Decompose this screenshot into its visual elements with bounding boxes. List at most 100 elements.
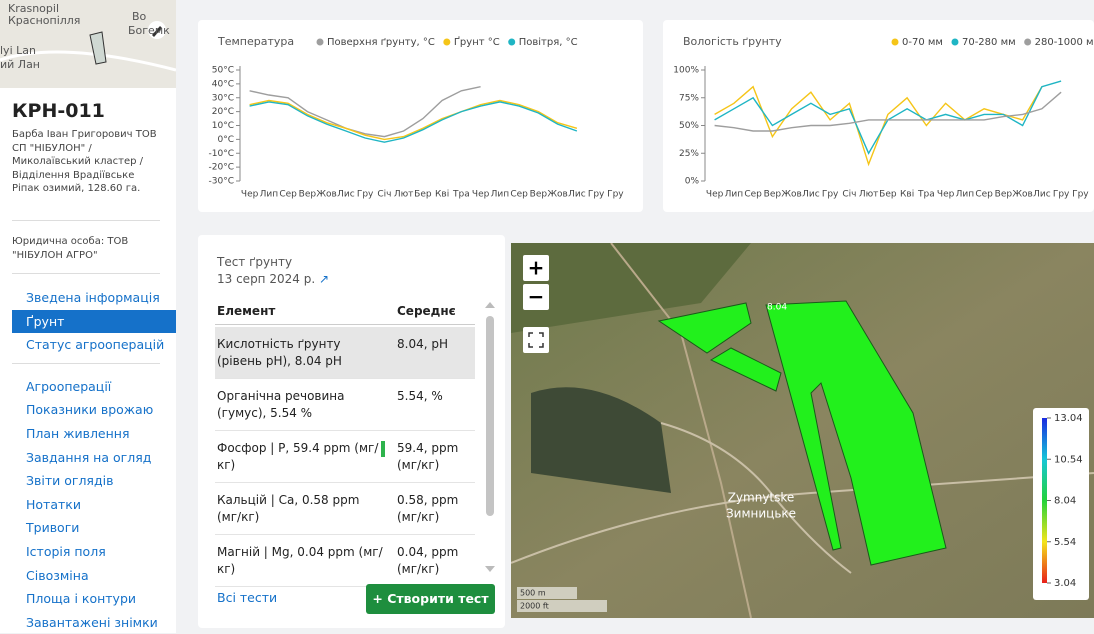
table-row: Магній | Mg, 0.04 ppm (мг/кг) 0.04, ppm (…	[215, 535, 475, 587]
x-tick-label: Вер	[299, 190, 317, 200]
value-cell: 8.04, pH	[397, 336, 473, 353]
zoom-in-label: +	[528, 256, 545, 280]
table-header: Середнє	[397, 304, 456, 318]
legend-tick-label: 10.54	[1054, 454, 1083, 465]
soil-test-date: 13 серп 2024 р. ↗	[217, 272, 329, 286]
x-tick-label: Гру	[1072, 190, 1089, 200]
nav-item[interactable]: Статус агрооперацій	[12, 333, 176, 356]
x-tick-label: Лип	[725, 190, 744, 200]
x-tick-label: Чер	[241, 190, 259, 200]
y-tick-label: 25%	[679, 149, 699, 159]
fullscreen[interactable]	[523, 327, 549, 353]
legend-tick-label: 3.04	[1054, 578, 1076, 589]
x-tick-label: Сер	[975, 190, 993, 200]
element-cell: Магній | Mg, 0.04 ppm (мг/кг)	[217, 544, 387, 578]
create-test-button[interactable]: + Створити тест	[366, 584, 495, 614]
legend-marker	[508, 39, 515, 46]
x-tick-label: Жов	[547, 190, 568, 200]
y-tick-label: 40°C	[212, 79, 234, 89]
x-tick-label: Тра	[917, 190, 935, 200]
legend-gradient	[1042, 418, 1047, 583]
nav-item[interactable]: План живлення	[12, 422, 176, 445]
x-tick-label: Лис	[337, 190, 355, 200]
series-line	[715, 81, 1062, 153]
y-tick-label: -30°C	[209, 177, 234, 187]
scale-label: 2000 ft	[520, 602, 549, 611]
element-cell: Фосфор | P, 59.4 ppm (мг/кг)	[217, 440, 387, 474]
element-cell: Кислотність ґрунту (рівень pH), 8.04 pH	[217, 336, 387, 370]
y-tick-label: 0°C	[217, 135, 234, 145]
map: + − 8.04 Zymnytske Зимницьке 500 m 2000 …	[511, 243, 1094, 618]
x-tick-label: Жов	[781, 190, 802, 200]
open-link-icon[interactable]: ↗	[319, 272, 329, 286]
y-tick-label: 75%	[679, 93, 699, 103]
y-tick-label: 0%	[685, 177, 700, 187]
series-line	[715, 87, 1042, 165]
x-tick-label: Тра	[452, 190, 470, 200]
legend-label: Поверхня ґрунту, °C	[327, 37, 435, 48]
map-svg: + − 8.04 Zymnytske Зимницьке 500 m 2000 …	[511, 243, 1094, 618]
x-tick-label: Гру	[1053, 190, 1070, 200]
nav-item[interactable]: Агрооперації	[12, 375, 176, 398]
y-tick-label: -10°C	[209, 149, 234, 159]
legend-tick-label: 8.04	[1054, 496, 1076, 507]
nav-item[interactable]: Зведена інформація	[12, 286, 176, 309]
y-tick-label: -20°C	[209, 163, 234, 173]
nav-item[interactable]: Ґрунт	[12, 310, 176, 333]
legend-marker	[317, 39, 324, 46]
scroll-up	[485, 302, 495, 308]
x-tick-label: Вер	[530, 190, 548, 200]
nav-item[interactable]: Площа і контури	[12, 587, 176, 610]
nav-item[interactable]: Нотатки	[12, 493, 176, 516]
legend-label: 0-70 мм	[902, 37, 943, 48]
x-tick-label: Гру	[588, 190, 605, 200]
x-tick-label: Жов	[316, 190, 337, 200]
scale-label: 500 m	[520, 589, 546, 598]
scrollbar-svg	[484, 299, 496, 579]
x-tick-label: Сер	[744, 190, 762, 200]
table-row: Кальцій | Ca, 0.58 ppm (мг/кг)0.58, ppm …	[215, 483, 475, 535]
x-tick-label: Чер	[937, 190, 955, 200]
value-cell: 0.04, ppm (мг/кг)	[397, 544, 473, 578]
header-rule	[215, 324, 475, 325]
x-tick-label: Гру	[822, 190, 839, 200]
x-tick-label: Лют	[859, 190, 879, 200]
element-cell: Кальцій | Ca, 0.58 ppm (мг/кг)	[217, 492, 387, 526]
nav-item[interactable]: Історія поля	[12, 540, 176, 563]
y-tick-label: 50%	[679, 121, 699, 131]
x-tick-label: Лис	[568, 190, 586, 200]
table-header: Елемент	[217, 304, 275, 318]
legal-entity: Юридична особа: ТОВ "НІБУЛОН АГРО"	[12, 235, 164, 262]
field-description: Барба Іван Григорович ТОВ СП "НІБУЛОН" /…	[12, 128, 164, 196]
legend-tick-label: 13.04	[1054, 413, 1083, 424]
nav-item[interactable]: Показники врожаю	[12, 398, 176, 421]
place-label: Zymnytske	[728, 491, 795, 505]
nav-item[interactable]: Звіти оглядів	[12, 469, 176, 492]
series-line	[715, 92, 1062, 131]
x-tick-label: Лип	[260, 190, 279, 200]
x-tick-label: Кві	[900, 190, 914, 200]
x-tick-label: Гру	[607, 190, 624, 200]
nav-item[interactable]: Сівозміна	[12, 564, 176, 587]
all-tests-link[interactable]: Всі тести	[217, 590, 277, 605]
level-indicator	[381, 441, 385, 457]
nav-item[interactable]: Завдання на огляд	[12, 446, 176, 469]
x-tick-label: Жов	[1012, 190, 1033, 200]
legend-label: Ґрунт °C	[454, 35, 500, 48]
separator	[12, 273, 160, 274]
x-tick-label: Бер	[879, 190, 897, 200]
soil-test-title: Тест ґрунту	[217, 255, 292, 269]
scrollbar[interactable]	[484, 299, 496, 579]
nav-item[interactable]: Тривоги	[12, 516, 176, 539]
scroll-down	[485, 566, 495, 572]
y-tick-label: 50°C	[212, 66, 234, 76]
y-tick-label: 20°C	[212, 107, 234, 117]
sidebar: KrasnopilКраснопілляBoБогемкlyi Lanий Ла…	[0, 0, 176, 633]
nav-item[interactable]: Завантажені знімки	[12, 611, 176, 634]
legend-label: 70-280 мм	[962, 37, 1016, 48]
chart-title: Вологість ґрунту	[683, 35, 782, 48]
x-tick-label: Лис	[802, 190, 820, 200]
moisture-chart: Вологість ґрунту0-70 мм70-280 мм280-1000…	[663, 20, 1094, 212]
map-label: Богемк	[128, 24, 170, 37]
